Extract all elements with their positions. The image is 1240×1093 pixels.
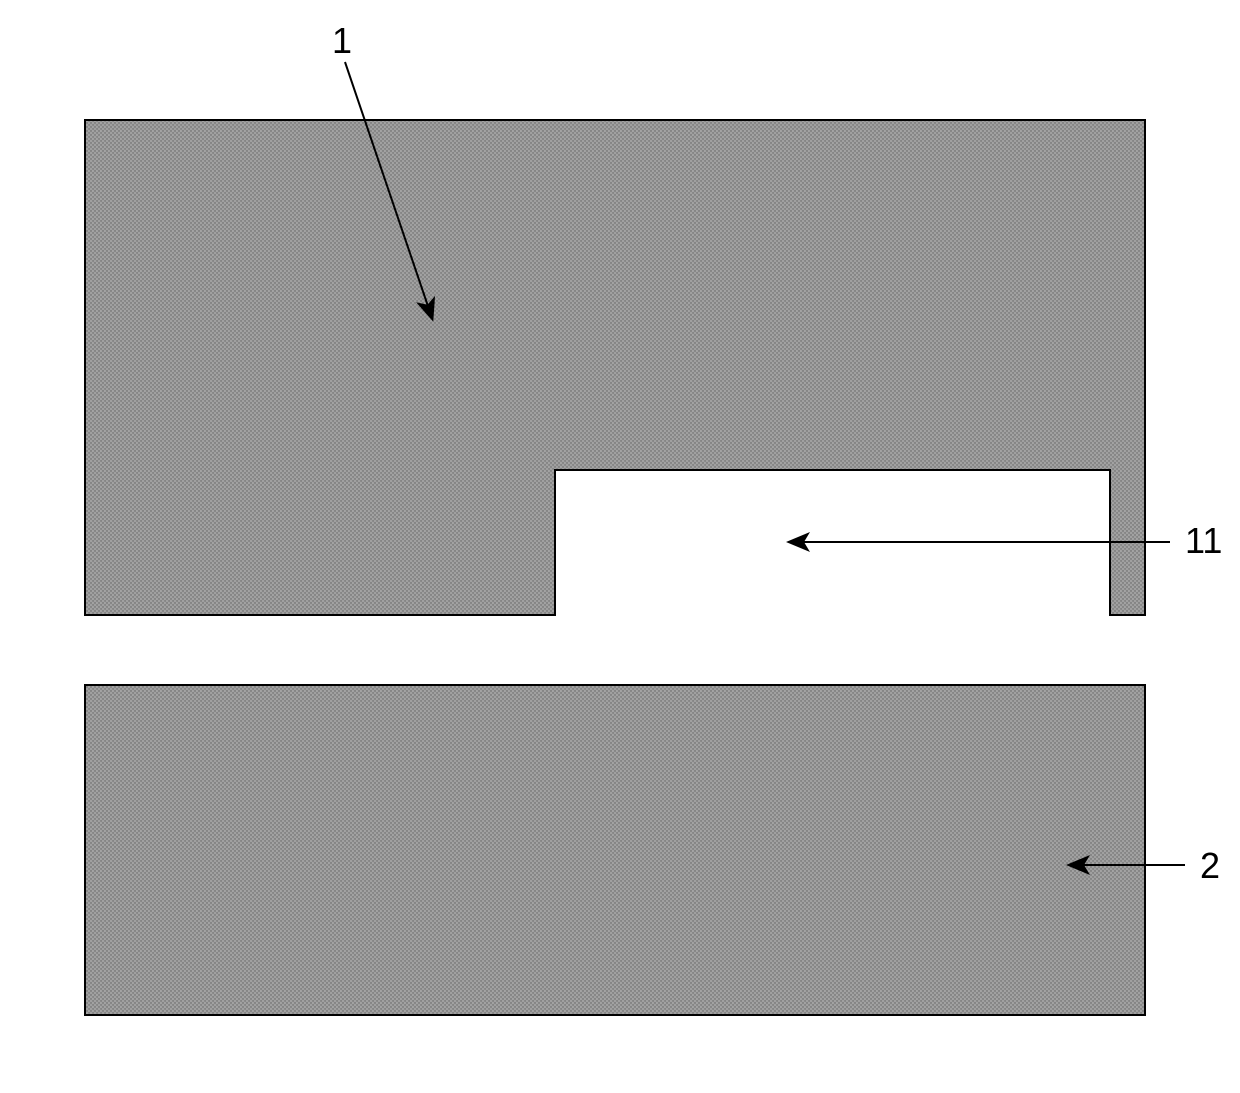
shape-2-lower-block	[85, 685, 1145, 1015]
label-11: 11	[1185, 520, 1222, 562]
label-2: 2	[1200, 845, 1220, 887]
diagram-svg	[0, 0, 1240, 1088]
label-1: 1	[332, 20, 352, 62]
shape-1-upper-block	[85, 120, 1145, 615]
technical-diagram: 1 11 2	[0, 0, 1240, 1088]
